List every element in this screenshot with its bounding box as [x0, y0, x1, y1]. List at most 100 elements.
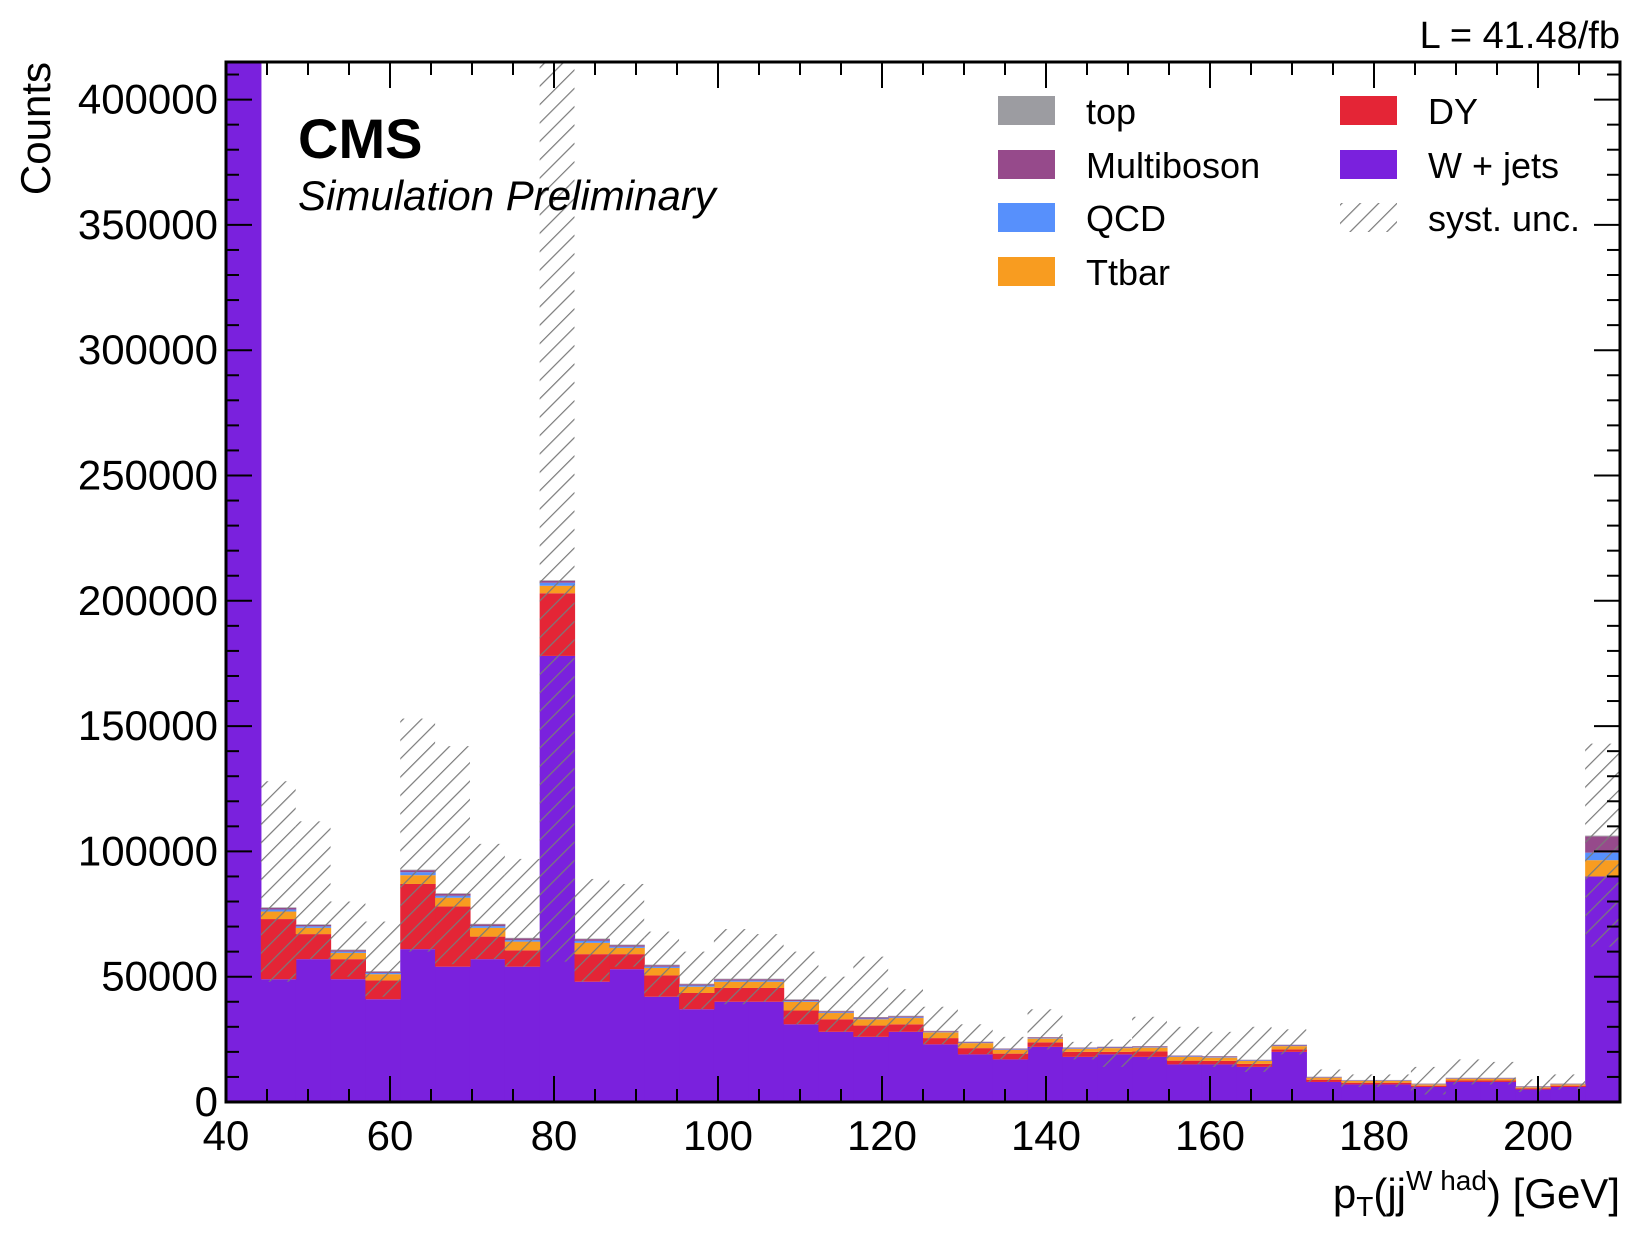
legend-label: syst. unc. — [1428, 198, 1580, 239]
axis-ticks — [225, 62, 1621, 1103]
unc-bin — [469, 843, 505, 960]
bar — [260, 979, 297, 1102]
bar — [1480, 1081, 1517, 1102]
unc-bin — [679, 951, 714, 1010]
unc-bin — [435, 746, 470, 965]
bar — [713, 1001, 750, 1102]
legend-swatch — [998, 150, 1055, 179]
bar — [1166, 1064, 1203, 1102]
x-axis-title: pT(jjW had) [GeV] — [1333, 1165, 1620, 1222]
unc-bin — [818, 976, 854, 1032]
bar — [1515, 1089, 1551, 1102]
bar — [992, 1059, 1029, 1102]
unc-bin — [1271, 1029, 1307, 1055]
y-tick-label: 200000 — [78, 577, 218, 624]
legend-swatch — [998, 96, 1055, 125]
unc-bin — [539, 62, 575, 962]
unc-bin — [574, 878, 610, 982]
y-tick-label: 50000 — [101, 953, 218, 1000]
x-tick-label: 80 — [531, 1112, 578, 1159]
bar — [574, 981, 610, 1102]
bar — [1201, 1064, 1238, 1102]
bar — [679, 1009, 715, 1102]
y-tick-label: 150000 — [78, 702, 218, 749]
bar — [1376, 1084, 1412, 1102]
legend: top DY Multiboson W + jets QCD syst. unc. Ttba… — [998, 91, 1580, 293]
legend-entry-w-jets: W + jets — [1340, 145, 1559, 186]
bar — [1271, 1051, 1307, 1102]
bar — [469, 959, 506, 1102]
legend-entry-multiboson: Multiboson — [998, 145, 1260, 186]
unc-bin — [1550, 1074, 1586, 1090]
bar — [365, 999, 401, 1102]
unc-bin — [957, 1024, 993, 1055]
legend-label: QCD — [1086, 198, 1166, 239]
legend-swatch — [1340, 96, 1397, 125]
unc-bin — [1341, 1074, 1377, 1087]
unc-bin — [748, 934, 784, 1002]
unc-bin — [365, 921, 401, 997]
bar — [226, 62, 262, 1102]
unc-bin — [1515, 1079, 1551, 1092]
legend-swatch — [1340, 150, 1397, 179]
experiment-subtitle: Simulation Preliminary — [298, 172, 719, 219]
unc-bin — [1585, 743, 1620, 947]
x-tick-label: 60 — [367, 1112, 414, 1159]
legend-swatch — [1340, 203, 1397, 232]
unc-bin — [1410, 1066, 1446, 1095]
bar — [435, 966, 471, 1102]
bar — [1445, 1081, 1482, 1102]
legend-swatch — [998, 257, 1055, 286]
x-tick-label: 40 — [203, 1112, 250, 1159]
unc-bin — [1201, 1031, 1237, 1067]
bar — [330, 979, 366, 1102]
y-tick-label: 350000 — [78, 201, 218, 248]
y-tick-label: 400000 — [78, 76, 218, 123]
unc-bin — [713, 929, 749, 1005]
bar — [818, 1031, 854, 1102]
unc-bin — [1166, 1026, 1202, 1065]
legend-entry-ttbar: Ttbar — [998, 252, 1170, 293]
bar — [853, 1036, 889, 1102]
unc-bin — [1306, 1069, 1342, 1082]
legend-label: W + jets — [1428, 145, 1559, 186]
unc-bin — [295, 821, 331, 960]
unc-bin — [783, 951, 819, 1025]
bar — [644, 996, 680, 1102]
bar — [504, 966, 541, 1102]
y-tick-label: 250000 — [78, 451, 218, 498]
bar — [1236, 1066, 1273, 1102]
unc-bin — [644, 931, 680, 997]
unc-bin — [260, 781, 296, 982]
legend-label: Multiboson — [1086, 145, 1260, 186]
bar — [1062, 1056, 1098, 1102]
y-tick-labels: 0 50000 100000 150000 200000 250000 300000 3500… — [78, 76, 218, 1125]
unc-bin — [1480, 1061, 1516, 1085]
bar — [1306, 1081, 1342, 1102]
bar — [609, 969, 645, 1102]
x-tick-label: 140 — [1011, 1112, 1081, 1159]
y-tick-label: 100000 — [78, 827, 218, 874]
unc-bin — [1027, 1009, 1063, 1050]
bar — [1341, 1084, 1377, 1102]
x-tick-labels: 40 60 80 100 120 140 160 180 200 — [203, 1112, 1573, 1159]
unc-bin — [1376, 1074, 1411, 1087]
unc-bin — [400, 718, 436, 952]
legend-entry-syst-unc-: syst. unc. — [1340, 198, 1580, 239]
x-tick-label: 160 — [1175, 1112, 1245, 1159]
unc-bin — [609, 883, 645, 967]
bar — [888, 1031, 924, 1102]
y-axis-title: Counts — [12, 62, 59, 195]
bar — [400, 949, 436, 1102]
bar — [295, 959, 332, 1102]
bar — [1550, 1086, 1586, 1102]
experiment-label: CMS — [298, 107, 422, 170]
legend-entry-dy: DY — [1340, 91, 1478, 132]
unc-bin — [888, 989, 923, 1032]
legend-label: Ttbar — [1086, 252, 1170, 293]
unc-bin — [1097, 1039, 1133, 1067]
unc-bin — [853, 956, 889, 1037]
bar — [923, 1044, 959, 1102]
unc-bin — [923, 1006, 958, 1045]
